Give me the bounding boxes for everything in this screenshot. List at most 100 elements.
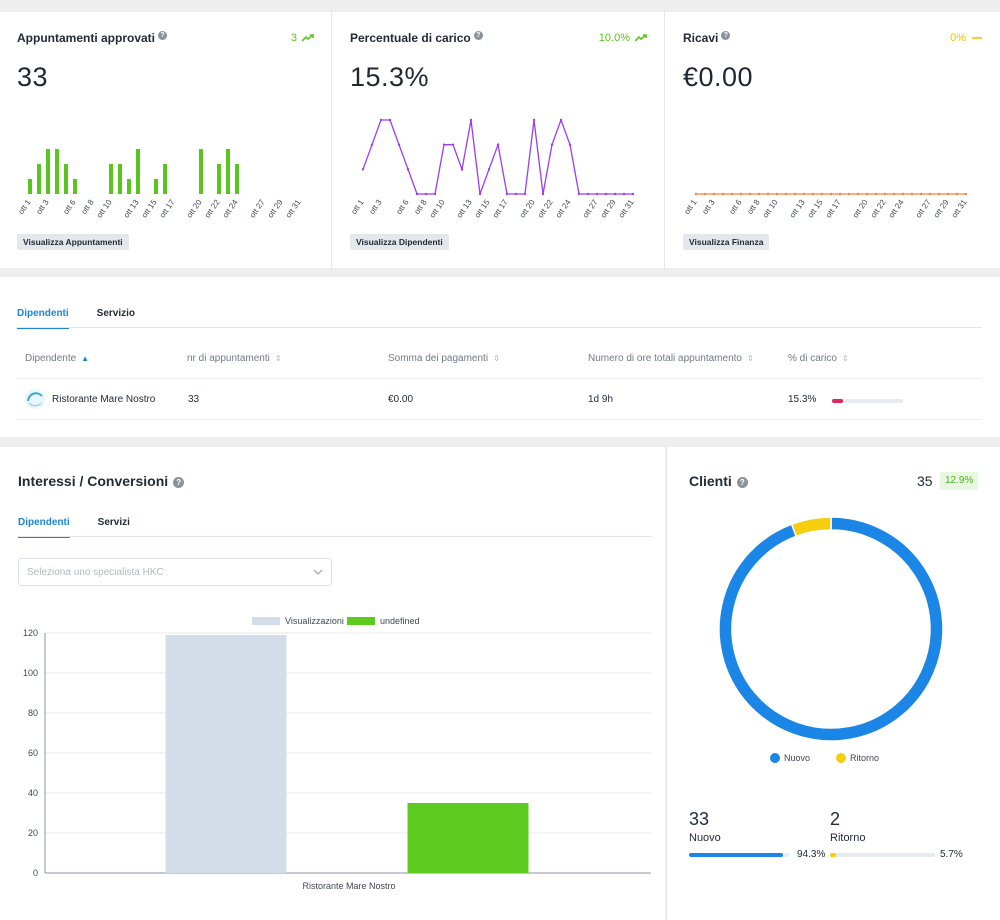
- bar-mark: [73, 179, 77, 194]
- data-point: [577, 192, 581, 196]
- tick-label: ott 17: [158, 198, 177, 220]
- bar-mark: [235, 164, 239, 194]
- help-icon[interactable]: ?: [473, 31, 483, 40]
- tick-label: ott 22: [536, 198, 555, 220]
- series-line: [362, 118, 633, 195]
- stat-progress-fill: [689, 853, 784, 857]
- stat-label: Ritorno: [830, 832, 866, 844]
- tick-label: ott 13: [122, 198, 141, 220]
- help-icon[interactable]: ?: [158, 31, 168, 40]
- tab-service[interactable]: Servizio: [96, 308, 136, 319]
- data-point: [892, 192, 896, 196]
- view-appointments-button[interactable]: Visualizza Appuntamenti: [17, 234, 129, 250]
- legend-label: Visualizzazioni: [285, 616, 344, 626]
- tick-label: ott 29: [599, 198, 618, 220]
- data-point: [622, 192, 626, 196]
- kpi-trend-value: 3: [290, 32, 297, 44]
- view-finance-button[interactable]: Visualizza Finanza: [683, 234, 770, 250]
- load-chart: ott 1 ott 3 ott 6 ott 8 ott 10 ott 13 ott 15 ot…: [350, 118, 636, 220]
- data-point: [829, 192, 833, 196]
- data-point: [541, 192, 545, 196]
- tick-label: ott 27: [914, 198, 933, 220]
- y-tick-label: 20: [28, 828, 38, 838]
- help-icon[interactable]: ?: [173, 476, 185, 488]
- data-point: [406, 168, 410, 171]
- trending-up-icon: [635, 34, 647, 42]
- column-header-employee[interactable]: Dipendente ▲: [25, 353, 89, 364]
- data-point: [919, 192, 923, 196]
- data-point: [856, 192, 860, 196]
- tick-label: ott 15: [806, 198, 825, 220]
- data-point: [532, 118, 536, 122]
- specialist-select[interactable]: Seleziona uno specialista HKC: [18, 558, 332, 586]
- tab-employees[interactable]: Dipendenti: [18, 517, 70, 538]
- data-point: [370, 143, 374, 146]
- column-header-label: nr di appuntamenti: [187, 353, 270, 364]
- specialist-select-placeholder: Seleziona uno specialista HKC: [27, 567, 164, 578]
- kpi-value: €0.00: [683, 62, 754, 92]
- column-header-label: % di carico: [788, 353, 837, 364]
- data-point: [631, 192, 635, 196]
- column-header-load[interactable]: % di carico ⇕: [788, 353, 849, 364]
- tab-services[interactable]: Servizi: [97, 517, 130, 528]
- data-point: [496, 143, 500, 146]
- tick-label: ott 22: [869, 198, 888, 220]
- sort-icon[interactable]: ▲: [81, 353, 90, 363]
- tick-label: ott 10: [95, 198, 114, 220]
- clients-growth-badge: 12.9%: [940, 472, 979, 490]
- kpi-trend-value: 10.0%: [598, 32, 630, 44]
- data-point: [757, 192, 761, 196]
- column-header-appointments[interactable]: nr di appuntamenti ⇕: [187, 353, 282, 364]
- column-header-payments[interactable]: Somma dei pagamenti ⇕: [388, 353, 500, 364]
- load-percent: 15.3%: [788, 394, 817, 405]
- bar-mark: [127, 179, 131, 194]
- load-progress-fill: [832, 399, 843, 403]
- appointments-count: 33: [188, 394, 200, 405]
- tick-label: ott 13: [455, 198, 474, 220]
- tick-label: ott 27: [248, 198, 267, 220]
- data-point: [433, 192, 437, 196]
- y-tick-label: 120: [23, 628, 38, 638]
- data-point: [865, 192, 869, 196]
- clients-total: 35: [917, 473, 933, 489]
- x-tick-label: Ristorante Mare Nostro: [302, 881, 395, 891]
- sort-icon[interactable]: ⇕: [841, 353, 849, 363]
- data-point: [478, 192, 482, 196]
- kpi-trend: 3: [291, 32, 314, 44]
- bar-mark: [28, 179, 32, 194]
- data-point: [712, 192, 716, 196]
- data-point: [514, 192, 518, 196]
- interests-title-text: Interessi / Conversioni: [18, 473, 169, 489]
- view-employees-button[interactable]: Visualizza Dipendenti: [350, 234, 449, 250]
- tick-label: ott 3: [34, 198, 51, 216]
- tick-label: ott 20: [851, 198, 870, 220]
- interests-bar-chart: 0 20 40 60 80 100 120 Ristorante Mare Nostro Vis…: [23, 616, 651, 891]
- flat-dash-icon: [972, 37, 982, 39]
- bar-mark: [217, 164, 221, 194]
- data-point: [568, 143, 572, 146]
- column-header-hours[interactable]: Numero di ore totali appuntamento ⇕: [588, 353, 754, 364]
- help-icon[interactable]: ?: [736, 476, 748, 488]
- payments-sum: €0.00: [388, 394, 414, 405]
- clients-title: Clienti?: [689, 473, 748, 489]
- data-point: [775, 192, 779, 196]
- data-point: [703, 192, 707, 196]
- tab-employees[interactable]: Dipendenti: [17, 308, 69, 329]
- tabs-divider: [18, 536, 652, 537]
- bar-mark: [136, 149, 140, 194]
- data-point: [397, 143, 401, 146]
- legend-label: Ritorno: [850, 753, 879, 763]
- sort-icon[interactable]: ⇕: [274, 353, 282, 363]
- tick-label: ott 3: [700, 198, 717, 216]
- legend-label: Nuovo: [784, 753, 810, 763]
- sort-icon[interactable]: ⇕: [493, 353, 500, 363]
- help-icon[interactable]: ?: [721, 31, 731, 40]
- column-header-label: Somma dei pagamenti: [388, 353, 489, 364]
- employee-name[interactable]: Ristorante Mare Nostro: [52, 394, 156, 405]
- kpi-trend: 0%: [950, 32, 983, 44]
- sort-icon[interactable]: ⇕: [746, 353, 754, 363]
- kpi-card-appointments: Appuntamenti approvati? 3 33 ott 1 ott 3 o…: [0, 12, 332, 268]
- column-header-label: Dipendente: [25, 353, 77, 364]
- stat-new: 33 Nuovo 94.3%: [689, 809, 825, 860]
- tick-label: ott 31: [950, 198, 969, 220]
